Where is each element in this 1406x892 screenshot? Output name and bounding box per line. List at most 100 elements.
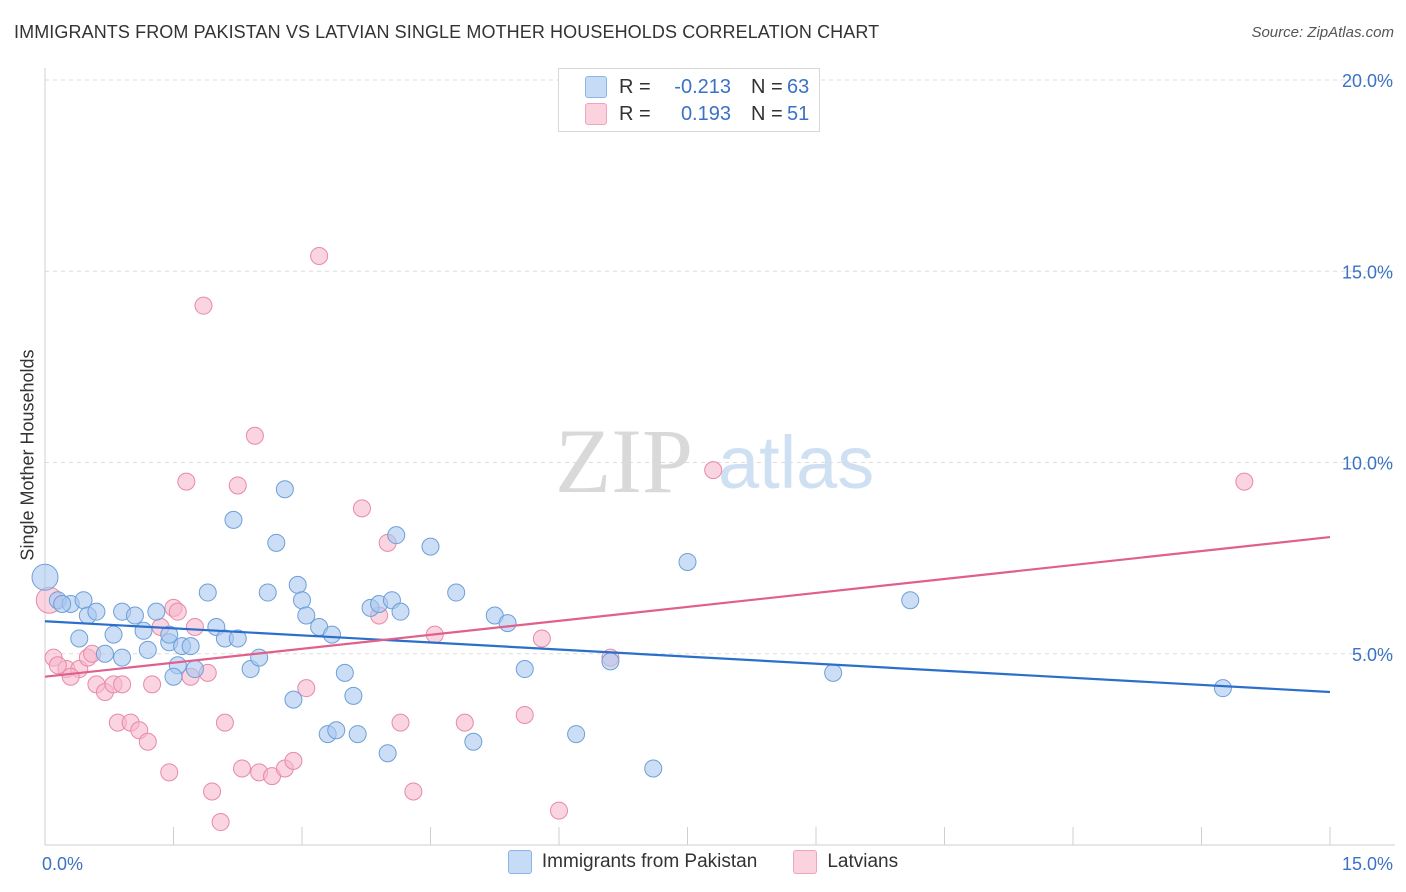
pakistan-point — [160, 625, 179, 644]
axes — [44, 68, 1395, 846]
pakistan-point — [567, 725, 586, 744]
legend-row-latvians: R = 0.193 N = 51 — [585, 101, 809, 127]
latvian-point — [455, 713, 474, 732]
latvian-point — [48, 656, 67, 675]
latvian-point — [203, 782, 222, 801]
latvian-point — [113, 675, 132, 694]
y-tick-label: 5.0% — [1352, 645, 1393, 665]
latvian-point — [404, 782, 423, 801]
y-tick-label: 20.0% — [1342, 71, 1393, 91]
pakistan-point — [258, 583, 277, 602]
latvian-point — [532, 629, 551, 648]
legend-n-value: 63 — [787, 75, 810, 98]
pakistan-point — [70, 629, 89, 648]
latvian-point — [228, 476, 247, 495]
latvian-point — [211, 813, 230, 832]
y-tick-label: 15.0% — [1342, 262, 1393, 282]
latvian-point — [61, 667, 80, 686]
pakistan-point — [297, 606, 316, 625]
grid-lines — [45, 79, 1395, 655]
pakistan-point — [87, 602, 106, 621]
y-tick-label: 10.0% — [1342, 454, 1393, 474]
pakistan-point — [327, 721, 346, 740]
trend-lines — [44, 535, 1331, 694]
latvian-trend-line — [44, 535, 1331, 678]
pakistan-point — [678, 552, 697, 571]
pakistan-point — [134, 621, 153, 640]
pakistan-point — [421, 537, 440, 556]
latvian-point — [143, 675, 162, 694]
pakistan-point — [824, 663, 843, 682]
pakistan-point — [275, 480, 294, 499]
latvian-point — [245, 426, 264, 445]
pakistan-point — [104, 625, 123, 644]
latvian-point — [550, 801, 568, 820]
latvian-point — [391, 713, 410, 732]
latvian-point — [1235, 472, 1254, 491]
pakistan-point — [1213, 679, 1232, 698]
latvian-point — [704, 461, 723, 480]
pakistan-trend-line — [44, 620, 1331, 694]
legend-label-latvians: Latvians — [827, 851, 899, 872]
pakistan-point — [344, 686, 363, 705]
legend-item-latvians: Latvians — [793, 850, 898, 874]
data-points — [31, 246, 1254, 832]
latvian-point — [284, 751, 303, 770]
pakistan-point — [284, 690, 303, 709]
latvian-point — [215, 713, 234, 732]
legend-r-value: 0.193 — [680, 102, 731, 125]
pakistan-point — [348, 725, 367, 744]
pakistan-point — [335, 663, 354, 682]
pakistan-point — [113, 648, 132, 667]
latvian-point — [138, 732, 157, 751]
latvian-point — [177, 472, 196, 491]
latvian-point — [194, 296, 213, 315]
pakistan-point — [198, 583, 217, 602]
legend-label-pakistan: Immigrants from Pakistan — [541, 851, 758, 872]
source-label: Source: ZipAtlas.com — [1251, 24, 1394, 41]
legend-n-label: N = — [751, 102, 783, 125]
series-legend: Immigrants from Pakistan Latvians — [0, 850, 1406, 874]
pakistan-point — [31, 563, 59, 591]
pakistan-point — [391, 602, 410, 621]
pakistan-point — [293, 591, 311, 610]
x-tick-label: 0.0% — [42, 854, 83, 874]
legend-swatch-pink — [793, 850, 818, 874]
pakistan-point — [147, 602, 166, 621]
legend-item-pakistan: Immigrants from Pakistan — [507, 850, 758, 874]
watermark-atlas: atlas — [718, 421, 874, 504]
legend-n-value: 51 — [787, 102, 810, 125]
legend-swatch-blue — [585, 76, 607, 98]
watermark: ZIP atlas — [555, 410, 874, 512]
legend-swatch-pink — [585, 103, 607, 125]
legend-row-pakistan: R = -0.213 N = 63 — [585, 74, 809, 100]
legend-swatch-blue — [507, 850, 532, 874]
pakistan-point — [447, 583, 466, 602]
latvian-point — [352, 499, 371, 518]
legend-r-value: -0.213 — [674, 75, 731, 98]
pakistan-point — [164, 667, 183, 686]
pakistan-point — [498, 614, 517, 633]
legend-r-label: R = — [619, 75, 651, 98]
pakistan-point — [601, 652, 620, 671]
pakistan-point — [644, 759, 663, 778]
pakistan-point — [378, 744, 397, 763]
pakistan-point — [224, 510, 243, 529]
pakistan-point — [387, 526, 406, 545]
legend-n-label: N = — [751, 75, 783, 98]
pakistan-point — [515, 660, 534, 679]
pakistan-point — [125, 606, 144, 625]
tick-labels: 5.0% 10.0% 15.0% 20.0% 0.0% 15.0% — [42, 71, 1393, 874]
x-tick-label: 15.0% — [1342, 854, 1393, 874]
latvian-point — [515, 705, 534, 724]
latvian-point — [297, 679, 316, 698]
pakistan-point — [95, 644, 114, 663]
pakistan-point — [901, 591, 920, 610]
latvian-point — [160, 763, 179, 782]
stats-legend: R = -0.213 N = 63 R = 0.193 N = 51 — [558, 68, 820, 132]
legend-r-label: R = — [619, 102, 651, 125]
pakistan-point — [185, 660, 204, 679]
pakistan-point — [288, 575, 307, 594]
chart-title: IMMIGRANTS FROM PAKISTAN VS LATVIAN SING… — [14, 22, 880, 42]
